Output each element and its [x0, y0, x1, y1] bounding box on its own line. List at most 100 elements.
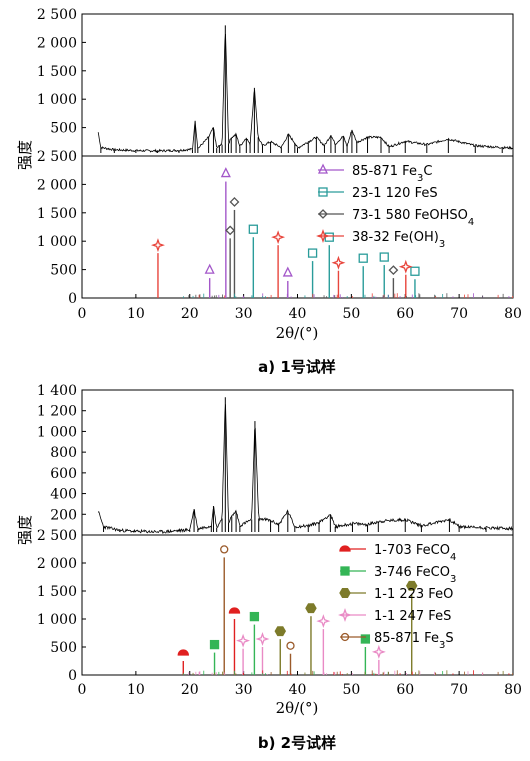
- panel-b-peak-marker: [209, 639, 220, 650]
- panel-a-bottom-y-ticks: 2 000 1 500 1 000 500 0: [37, 177, 86, 307]
- panel-a-top-y-tick-label: 2 000: [37, 35, 77, 51]
- panel-a-top-y-ticks: 2 500 2 000 1 500 1 000 500 2 500: [37, 7, 86, 165]
- panel-a-caption: a) 1号试样: [258, 358, 336, 376]
- panel-a-peak-marker: [398, 259, 413, 274]
- panel-a-top-frame: [81, 13, 514, 157]
- panel-a-x-tick-label: 30: [235, 306, 253, 322]
- panel-b-x-tick-label: 80: [504, 682, 522, 698]
- panel-b-measured-pattern: [97, 397, 514, 534]
- panel-a-legend-label: 23-1 120 FeS: [352, 186, 438, 201]
- panel-a-peak-marker: [410, 266, 420, 276]
- panel-a-legend-label: 38-32 Fe(OH)3: [352, 230, 445, 250]
- panel-a-measured-line: [97, 33, 513, 153]
- panel-a-bottom-y-tick-label: 1 500: [37, 206, 77, 222]
- panel-b-x-tick-label: 30: [235, 682, 253, 698]
- panel-b-legend-label: 3-746 FeCO3: [374, 565, 456, 585]
- panel-a-x-axis-label: 2θ/(°): [276, 324, 319, 342]
- panel-b-bottom-y-tick-label: 1 500: [37, 584, 77, 600]
- panel-b-legend-peak-marker: [338, 608, 352, 622]
- panel-b-legend-label: 85-871 Fe3S: [374, 631, 454, 651]
- panel-b-bottom-y-tick-label: 500: [50, 640, 77, 656]
- panel-a-x-tick-label: 60: [396, 306, 414, 322]
- panel-b-x-tick-label: 0: [78, 682, 87, 698]
- panel-b-legend-peak-marker: [340, 632, 350, 642]
- panel-a-peak-marker: [358, 253, 368, 263]
- panel-b-x-axis-label: 2θ/(°): [276, 699, 319, 717]
- panel-a-x-tick-label: 0: [78, 306, 87, 322]
- panel-a-top-y-tick-label: 1 000: [37, 92, 77, 108]
- panel-b-x-tick-label: 20: [181, 682, 199, 698]
- panel-b-legend-label: 1-703 FeCO4: [374, 543, 456, 563]
- panel-b-peak-marker: [274, 626, 287, 637]
- panel-a-x-tick-label: 80: [504, 306, 522, 322]
- panel-a-legend-label: 73-1 580 FeOHSO4: [352, 208, 474, 228]
- panel-a-legend: 85-871 Fe3C 23-1 120 FeS 73-1 580 FeOHSO43…: [316, 163, 474, 250]
- panel-b-peak-marker: [228, 607, 241, 614]
- panel-a-peak-marker: [271, 230, 286, 245]
- panel-b-peak-marker: [177, 649, 189, 656]
- panel-b-top-y-ticks: 1 400 1 200 1 000 800 600 400 200 2 500: [37, 383, 86, 544]
- panel-b-boundary-tick-label: 2 500: [37, 528, 77, 544]
- panel-b-peak-marker: [236, 633, 251, 648]
- panel-a-bottom-y-tick-label: 500: [50, 263, 77, 279]
- panel-a-bottom-frame: [81, 155, 514, 299]
- panel-b-legend-peak-marker: [339, 588, 351, 598]
- panel-a-peak-marker: [388, 265, 399, 276]
- panel-b-top-y-tick-label: 200: [50, 507, 77, 523]
- panel-b-x-tick-label: 40: [289, 682, 307, 698]
- panel-b-peak-marker: [249, 611, 260, 622]
- panel-a-x-tick-label: 70: [450, 306, 468, 322]
- panel-b-top-y-tick-label: 800: [50, 445, 77, 461]
- panel-b-legend-peak-marker: [339, 545, 351, 552]
- panel-a-peak-marker: [282, 266, 293, 277]
- panel-a-boundary-tick-label: 2 500: [37, 149, 77, 165]
- panel-b-caption: b) 2号试样: [258, 734, 336, 752]
- panel-a-legend-peak-marker: [316, 229, 330, 243]
- panel-b-top-y-tick-label: 1 200: [37, 404, 77, 420]
- panel-b-peak-marker: [371, 644, 386, 659]
- panel-a-legend-peak-marker: [317, 163, 329, 174]
- panel-a-legend-peak-marker: [318, 209, 328, 219]
- panel-a-bottom-y-tick-label: 0: [68, 291, 77, 307]
- panel-a-bottom-y-tick-label: 1 000: [37, 234, 77, 250]
- panel-a-peak-marker: [229, 197, 240, 207]
- panel-a-measured-pattern: [97, 25, 514, 153]
- panel-a-peak-marker: [307, 248, 318, 258]
- panel-a-x-tick-label: 40: [289, 306, 307, 322]
- panel-b-peak-marker: [220, 545, 229, 554]
- panel-a-legend-label: 85-871 Fe3C: [352, 164, 432, 184]
- panel-a-x-tick-label: 20: [181, 306, 199, 322]
- panel-b-bottom-y-tick-label: 1 000: [37, 612, 77, 628]
- panel-b-top-y-tick-label: 400: [50, 487, 77, 503]
- panel-b-bottom-y-tick-label: 2 000: [37, 556, 77, 572]
- panel-a-x-tick-label: 50: [342, 306, 360, 322]
- panel-b-reference-peaks: [177, 545, 513, 675]
- panel-b-top-frame: [81, 389, 514, 536]
- panel-b-peak-marker: [305, 603, 317, 614]
- panel-b-legend-peak-marker: [340, 566, 350, 576]
- panel-a-legend-peak-marker: [318, 187, 328, 197]
- panel-a-peak-marker: [331, 255, 346, 270]
- panel-a-x-ticks: 0 10 20 30 40 50 60 70 80: [78, 294, 522, 322]
- panel-a-bottom-y-tick-label: 2 000: [37, 177, 77, 193]
- panel-b-x-tick-label: 70: [450, 682, 468, 698]
- panel-a-top-y-tick-label: 500: [50, 121, 77, 137]
- panel-a-peak-marker: [379, 252, 389, 262]
- panel-a-peak-marker: [248, 224, 258, 234]
- panel-b-measured-line: [97, 404, 513, 534]
- panel-b-peak-marker: [255, 632, 270, 646]
- panel-b-top-y-tick-label: 1 400: [37, 383, 77, 399]
- panel-b-x-tick-label: 50: [342, 682, 360, 698]
- panel-a-x-tick-label: 10: [127, 306, 145, 322]
- panel-a-peak-marker: [225, 225, 236, 236]
- panel-b-peak-marker: [316, 614, 331, 629]
- panel-b-legend-label: 1-1 223 FeO: [374, 587, 453, 602]
- panel-b-x-ticks: 0 10 20 30 40 50 60 70 80: [78, 671, 522, 698]
- panel-b-x-tick-label: 60: [396, 682, 414, 698]
- panel-b-x-tick-label: 10: [127, 682, 145, 698]
- panel-b-top-y-tick-label: 1 000: [37, 424, 77, 440]
- panel-b-legend-label: 1-1 247 FeS: [374, 609, 451, 624]
